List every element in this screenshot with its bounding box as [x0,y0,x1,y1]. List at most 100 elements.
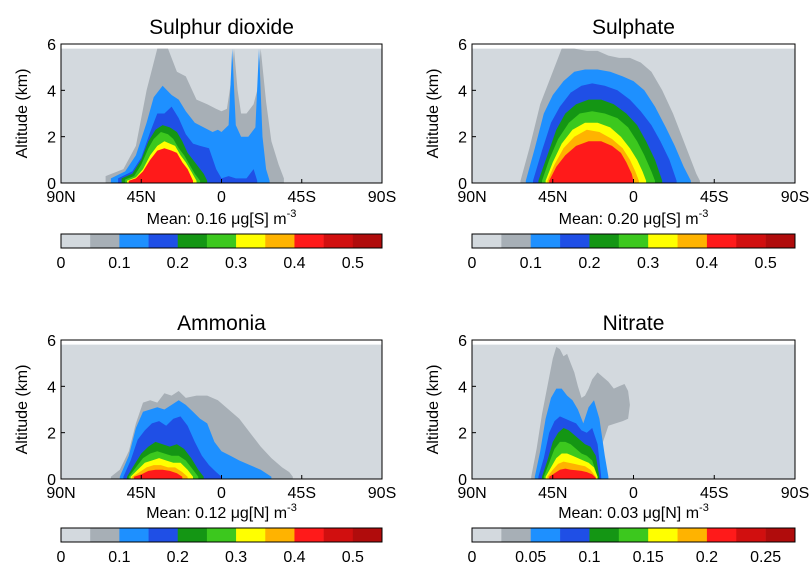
colorbar-tick-label: 0.4 [283,549,305,566]
mean-label: Mean: 0.03 μg[N] m-3 [558,502,709,522]
x-tick-label: 0 [217,189,226,206]
y-tick-label: 6 [47,37,56,54]
colorbar-frame [471,527,796,543]
y-tick-label: 4 [458,379,467,396]
mean-value: Mean: 0.20 μg[S] m [559,211,699,228]
mean-label: Mean: 0.16 μg[S] m-3 [147,208,297,228]
colorbar-segment [265,234,295,248]
colorbar-segment [648,528,678,542]
x-tick-label: 90S [368,189,396,206]
colorbar-segment [61,528,91,542]
colorbar-segment [706,234,737,248]
colorbar-tick-label: 0.2 [167,255,189,272]
y-tick-label: 0 [458,176,467,193]
mean-value: Mean: 0.03 μg[N] m [558,505,699,522]
mean-value: Mean: 0.16 μg[S] m [147,211,287,228]
colorbar-tick-label: 0.2 [167,549,189,566]
colorbar-tick-label: 0.3 [225,255,247,272]
colorbar: 0 0.05 0.1 0.15 0.2 0.25 [468,527,796,566]
colorbar: 0 0.1 0.2 0.3 0.4 0.5 [57,233,383,272]
colorbar-segment [294,234,324,248]
colorbar-tick-label: 0.5 [755,255,777,272]
colorbar-segment [560,234,590,248]
colorbar-tick-label: 0.1 [108,549,130,566]
colorbar-segment [352,234,383,248]
colorbar-tick-label: 0 [57,549,66,566]
colorbar-segment [618,528,649,542]
colorbar-tick-label: 0 [468,255,477,272]
x-tick-label: 90N [46,189,75,206]
colorbar-segment [90,234,120,248]
mean-exponent: -3 [287,502,297,514]
plot-background [472,340,795,479]
chart-title: Nitrate [603,312,665,335]
x-tick-label: 0 [217,485,226,502]
colorbar-segment [61,234,91,248]
y-axis-label: Altitude (km) [14,69,31,159]
chart-panel: Nitrate 90N 45N 0 45S 90S 0 2 4 6 Altitude (km) Mea… [425,312,809,566]
colorbar-segment [736,528,766,542]
contour-band [128,148,193,183]
x-tick-label: 90S [781,485,809,502]
x-tick-label: 0 [629,189,638,206]
y-tick-label: 4 [458,83,467,100]
y-tick-label: 0 [47,472,56,489]
colorbar-frame [60,233,383,249]
x-tick-label: 90S [781,189,809,206]
colorbar-tick-label: 0.3 [225,549,247,566]
colorbar-tick-label: 0.5 [342,255,364,272]
colorbar-segment [90,528,120,542]
colorbar-segment [236,234,266,248]
plot-top-band [472,44,795,49]
x-tick-label: 45S [288,189,316,206]
colorbar-tick-label: 0.2 [578,255,600,272]
y-tick-label: 0 [458,472,467,489]
colorbar-segment [119,528,149,542]
contour-band [549,141,634,183]
colorbar-tick-label: 0.3 [637,255,659,272]
colorbar-tick-label: 0.2 [696,549,718,566]
x-tick-label: 45S [288,485,316,502]
plot-top-band [61,340,382,345]
colorbar-segment [677,234,708,248]
colorbar-frame [471,233,796,249]
colorbar-segment [177,234,208,248]
colorbar-segment [589,528,620,542]
chart-title: Sulphur dioxide [149,16,294,39]
colorbar-tick-label: 0.4 [283,255,305,272]
colorbar-segment [560,528,590,542]
colorbar-tick-label: 0.1 [108,255,130,272]
x-tick-label: 90N [457,189,486,206]
y-tick-label: 4 [47,83,56,100]
colorbar-segment [206,234,237,248]
colorbar-segment [501,234,532,248]
colorbar-tick-label: 0.1 [578,549,600,566]
colorbar-segment [119,234,149,248]
y-tick-label: 2 [47,130,56,147]
chart-panel: Ammonia 90N 45N 0 45S 90S 0 2 4 6 Altitude (km) Mea… [14,312,396,566]
y-axis-label: Altitude (km) [14,365,31,455]
plot-top-band [472,340,795,345]
colorbar-tick-label: 0.05 [515,549,546,566]
colorbar-segment [323,528,354,542]
chart-title: Sulphate [592,16,675,39]
y-axis-label: Altitude (km) [425,365,442,455]
x-tick-label: 45S [700,189,728,206]
plot-top-band [61,44,382,49]
mean-exponent: -3 [699,208,709,220]
y-tick-label: 2 [458,426,467,443]
y-tick-label: 2 [458,130,467,147]
colorbar-segment [618,234,649,248]
colorbar-segment [236,528,266,542]
colorbar-segment [648,234,678,248]
y-tick-label: 4 [47,379,56,396]
colorbar-tick-label: 0.15 [633,549,664,566]
x-tick-label: 90S [368,485,396,502]
colorbar-tick-label: 0 [57,255,66,272]
contour-band [549,468,596,479]
y-tick-label: 6 [458,333,467,350]
colorbar-segment [148,234,179,248]
colorbar-segment [530,234,561,248]
colorbar-segment [472,234,502,248]
